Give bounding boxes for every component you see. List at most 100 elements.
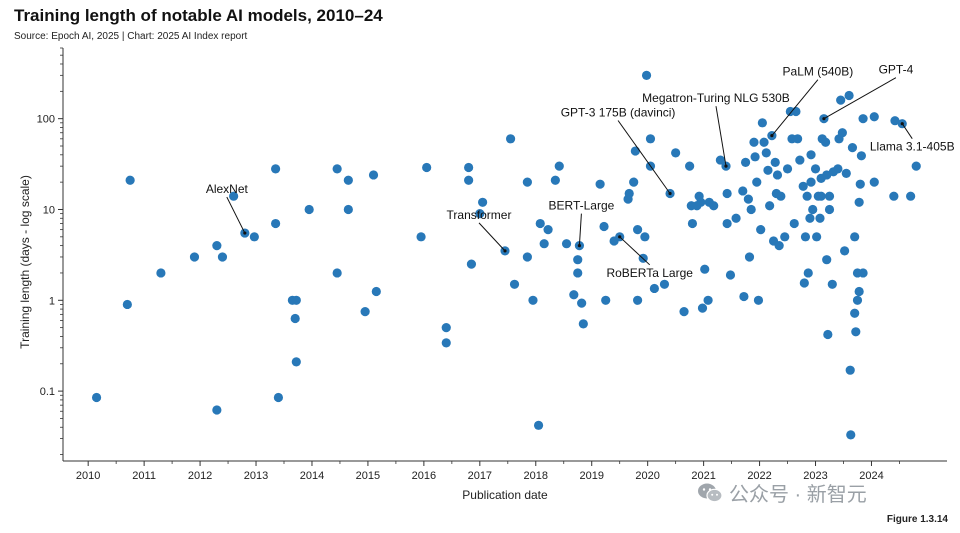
data-point	[890, 116, 900, 126]
data-point	[722, 218, 732, 229]
data-point	[770, 157, 780, 167]
data-point	[824, 191, 835, 201]
annotation-label: Transformer	[447, 208, 512, 222]
data-point	[851, 327, 861, 337]
annotation: BERT-Large	[549, 199, 615, 248]
data-point	[798, 181, 808, 191]
annotation: Megatron-Turing NLG 530B	[642, 91, 790, 168]
data-point	[802, 191, 812, 201]
data-point	[189, 252, 200, 262]
data-point	[249, 232, 259, 242]
data-point	[850, 308, 860, 318]
annotation-marker	[822, 117, 826, 121]
data-point	[522, 177, 532, 187]
x-tick-label: 2013	[244, 470, 268, 482]
data-point	[156, 268, 166, 278]
data-point	[630, 146, 640, 156]
data-point	[806, 150, 816, 160]
annotation-marker	[577, 244, 582, 248]
data-point	[371, 286, 381, 297]
data-point	[217, 252, 228, 262]
data-point	[791, 106, 801, 117]
annotation-marker	[668, 191, 672, 196]
annotation: Transformer	[447, 208, 512, 253]
annotation-leader-line	[715, 106, 727, 167]
x-tick-label: 2023	[803, 470, 827, 482]
annotation-leader-line	[478, 222, 506, 252]
y-tick-label: 100	[37, 114, 55, 126]
data-point	[820, 137, 831, 147]
data-point	[906, 191, 916, 201]
data-point	[679, 307, 689, 317]
data-point	[599, 221, 609, 232]
data-point	[763, 165, 773, 175]
data-point	[810, 164, 821, 174]
data-point	[595, 179, 605, 189]
data-point	[697, 303, 708, 313]
data-point	[543, 225, 553, 235]
data-point	[869, 112, 879, 122]
data-point	[478, 197, 488, 207]
x-tick-label: 2011	[132, 470, 156, 482]
annotation-leader-line	[226, 196, 246, 234]
data-point	[757, 118, 767, 128]
data-point	[789, 218, 799, 229]
y-tick-label: 1	[49, 295, 55, 307]
data-point	[761, 148, 771, 158]
data-point	[774, 241, 784, 251]
data-point	[822, 255, 832, 265]
x-tick-label: 2012	[188, 470, 212, 482]
data-point	[776, 191, 786, 201]
annotation-marker	[618, 235, 622, 239]
y-axis-title: Training length (days - log scale)	[18, 175, 32, 349]
data-point	[528, 295, 538, 305]
data-point	[823, 329, 833, 340]
data-point	[812, 232, 822, 242]
x-tick-label: 2024	[859, 470, 883, 482]
annotation-leader-line	[901, 123, 913, 139]
data-point	[533, 420, 544, 430]
x-tick-label: 2010	[76, 470, 100, 482]
data-point	[846, 430, 856, 440]
data-point	[535, 218, 545, 229]
watermark: 公众号 · 新智元	[697, 478, 867, 507]
data-point	[505, 134, 516, 144]
data-point	[125, 175, 135, 185]
data-point	[649, 283, 659, 294]
data-point	[824, 204, 835, 215]
annotation: Llama 3.1-405B	[870, 122, 955, 154]
data-point	[827, 279, 837, 289]
data-point	[756, 225, 766, 235]
annotation: AlexNet	[206, 182, 249, 235]
data-point	[772, 170, 783, 180]
data-point	[703, 295, 713, 305]
x-tick-label: 2016	[412, 470, 436, 482]
x-tick-label: 2021	[691, 470, 715, 482]
data-point	[271, 218, 281, 229]
data-point	[441, 323, 451, 333]
data-point	[416, 232, 426, 242]
data-point	[731, 213, 741, 223]
data-point	[550, 175, 560, 185]
data-point	[746, 204, 756, 215]
data-point	[744, 252, 755, 262]
data-point	[799, 278, 809, 288]
data-point	[855, 179, 865, 189]
annotations: AlexNet Transformer BERT-Large RoBERTa Larg…	[206, 63, 955, 280]
data-point	[368, 170, 379, 180]
data-point	[806, 177, 816, 187]
x-tick-labels: 2010 2011 2012 2013 2014 2015 2016 2017 2018 2019…	[76, 470, 884, 482]
data-point	[816, 191, 826, 201]
annotation-marker	[243, 231, 247, 235]
data-point	[765, 201, 775, 211]
data-point	[290, 313, 300, 324]
data-point	[464, 175, 474, 185]
data-point	[633, 295, 643, 305]
data-point	[709, 201, 719, 211]
data-point	[212, 405, 222, 415]
data-point	[522, 252, 532, 262]
x-tick-label: 2020	[635, 470, 659, 482]
data-point	[782, 164, 793, 174]
data-point	[573, 268, 583, 278]
data-point	[573, 255, 583, 265]
